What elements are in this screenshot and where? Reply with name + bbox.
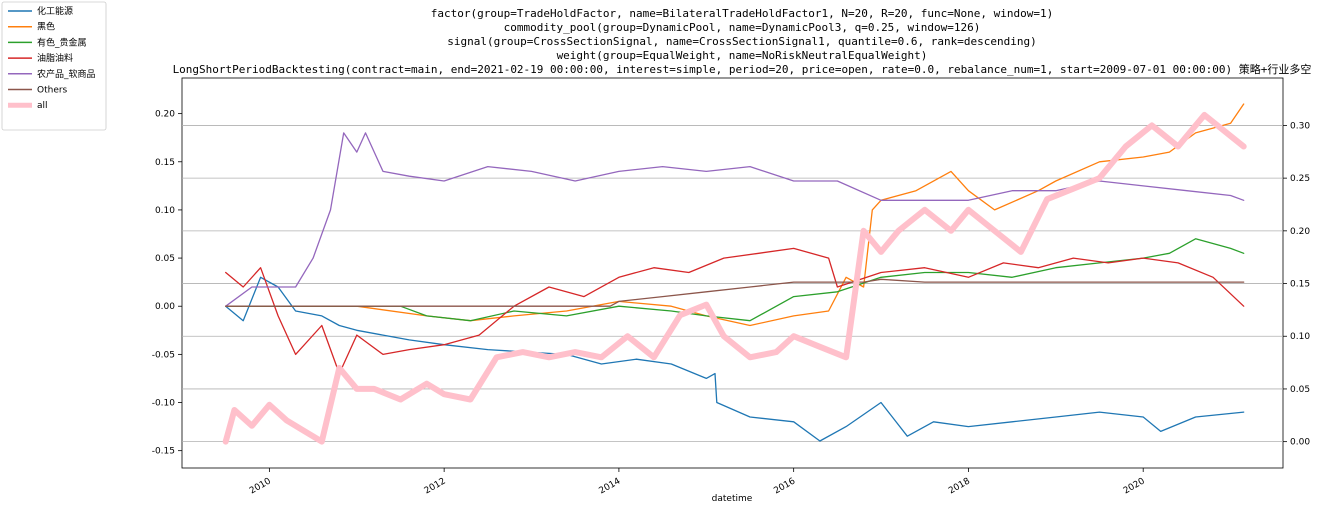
y-left-tick-label: 0.20 xyxy=(155,110,175,120)
y-left-tick-label: -0.15 xyxy=(152,447,175,457)
legend-label: Others xyxy=(37,86,68,96)
legend-label: 农产品_软商品 xyxy=(37,68,96,80)
legend-label: 化工能源 xyxy=(37,5,73,17)
legend-label: 有色_贵金属 xyxy=(37,36,87,48)
plot-area xyxy=(181,77,1284,469)
y-right-tick-label: 0.00 xyxy=(1290,438,1310,448)
series-line xyxy=(225,238,1245,322)
series-line xyxy=(222,111,1247,445)
y-left-tick-label: 0.00 xyxy=(155,302,175,312)
y-left-tick-label: 0.05 xyxy=(155,254,175,264)
x-axis-label: datetime xyxy=(712,494,753,504)
chart-title: factor(group=TradeHoldFactor, name=Bilat… xyxy=(173,7,1312,76)
legend-label: 黑色 xyxy=(37,21,55,33)
y-left-tick-label: 0.10 xyxy=(155,206,175,216)
y-right-tick-label: 0.15 xyxy=(1290,280,1310,290)
series-line xyxy=(225,103,1245,327)
legend-label: all xyxy=(37,101,48,111)
title-line-1: factor(group=TradeHoldFactor, name=Bilat… xyxy=(431,7,1054,20)
title-line-5: LongShortPeriodBacktesting(contract=main… xyxy=(173,62,1312,76)
x-tick-label: 2018 xyxy=(947,476,972,496)
y-right-tick-label: 0.10 xyxy=(1290,332,1310,342)
series-line xyxy=(225,247,1245,375)
x-tick-label: 2020 xyxy=(1122,476,1147,496)
series-line xyxy=(225,276,1245,442)
title-line-2: commodity_pool(group=DynamicPool, name=D… xyxy=(504,21,981,34)
y-left-tick-label: 0.15 xyxy=(155,158,175,168)
y-left-tick-label: -0.05 xyxy=(152,350,175,360)
legend-frame xyxy=(1,1,107,131)
y-left-tick-label: -0.10 xyxy=(152,399,176,409)
series-line xyxy=(225,278,1245,307)
series-line xyxy=(225,132,1245,307)
y-right-tick-label: 0.30 xyxy=(1290,121,1310,131)
legend-label: 油脂油料 xyxy=(37,52,73,64)
x-tick-label: 2012 xyxy=(423,476,448,496)
x-tick-label: 2016 xyxy=(772,476,797,496)
y-right-tick-label: 0.05 xyxy=(1290,385,1310,395)
y-right-tick-label: 0.20 xyxy=(1290,227,1310,237)
title-line-3: signal(group=CrossSectionSignal, name=Cr… xyxy=(447,35,1036,48)
title-line-4: weight(group=EqualWeight, name=NoRiskNeu… xyxy=(557,49,928,62)
series-group xyxy=(222,103,1247,445)
x-tick-label: 2014 xyxy=(598,476,623,496)
grid-lines xyxy=(182,125,1283,443)
x-tick-label: 2010 xyxy=(248,476,273,496)
y-right-tick-label: 0.25 xyxy=(1290,174,1310,184)
